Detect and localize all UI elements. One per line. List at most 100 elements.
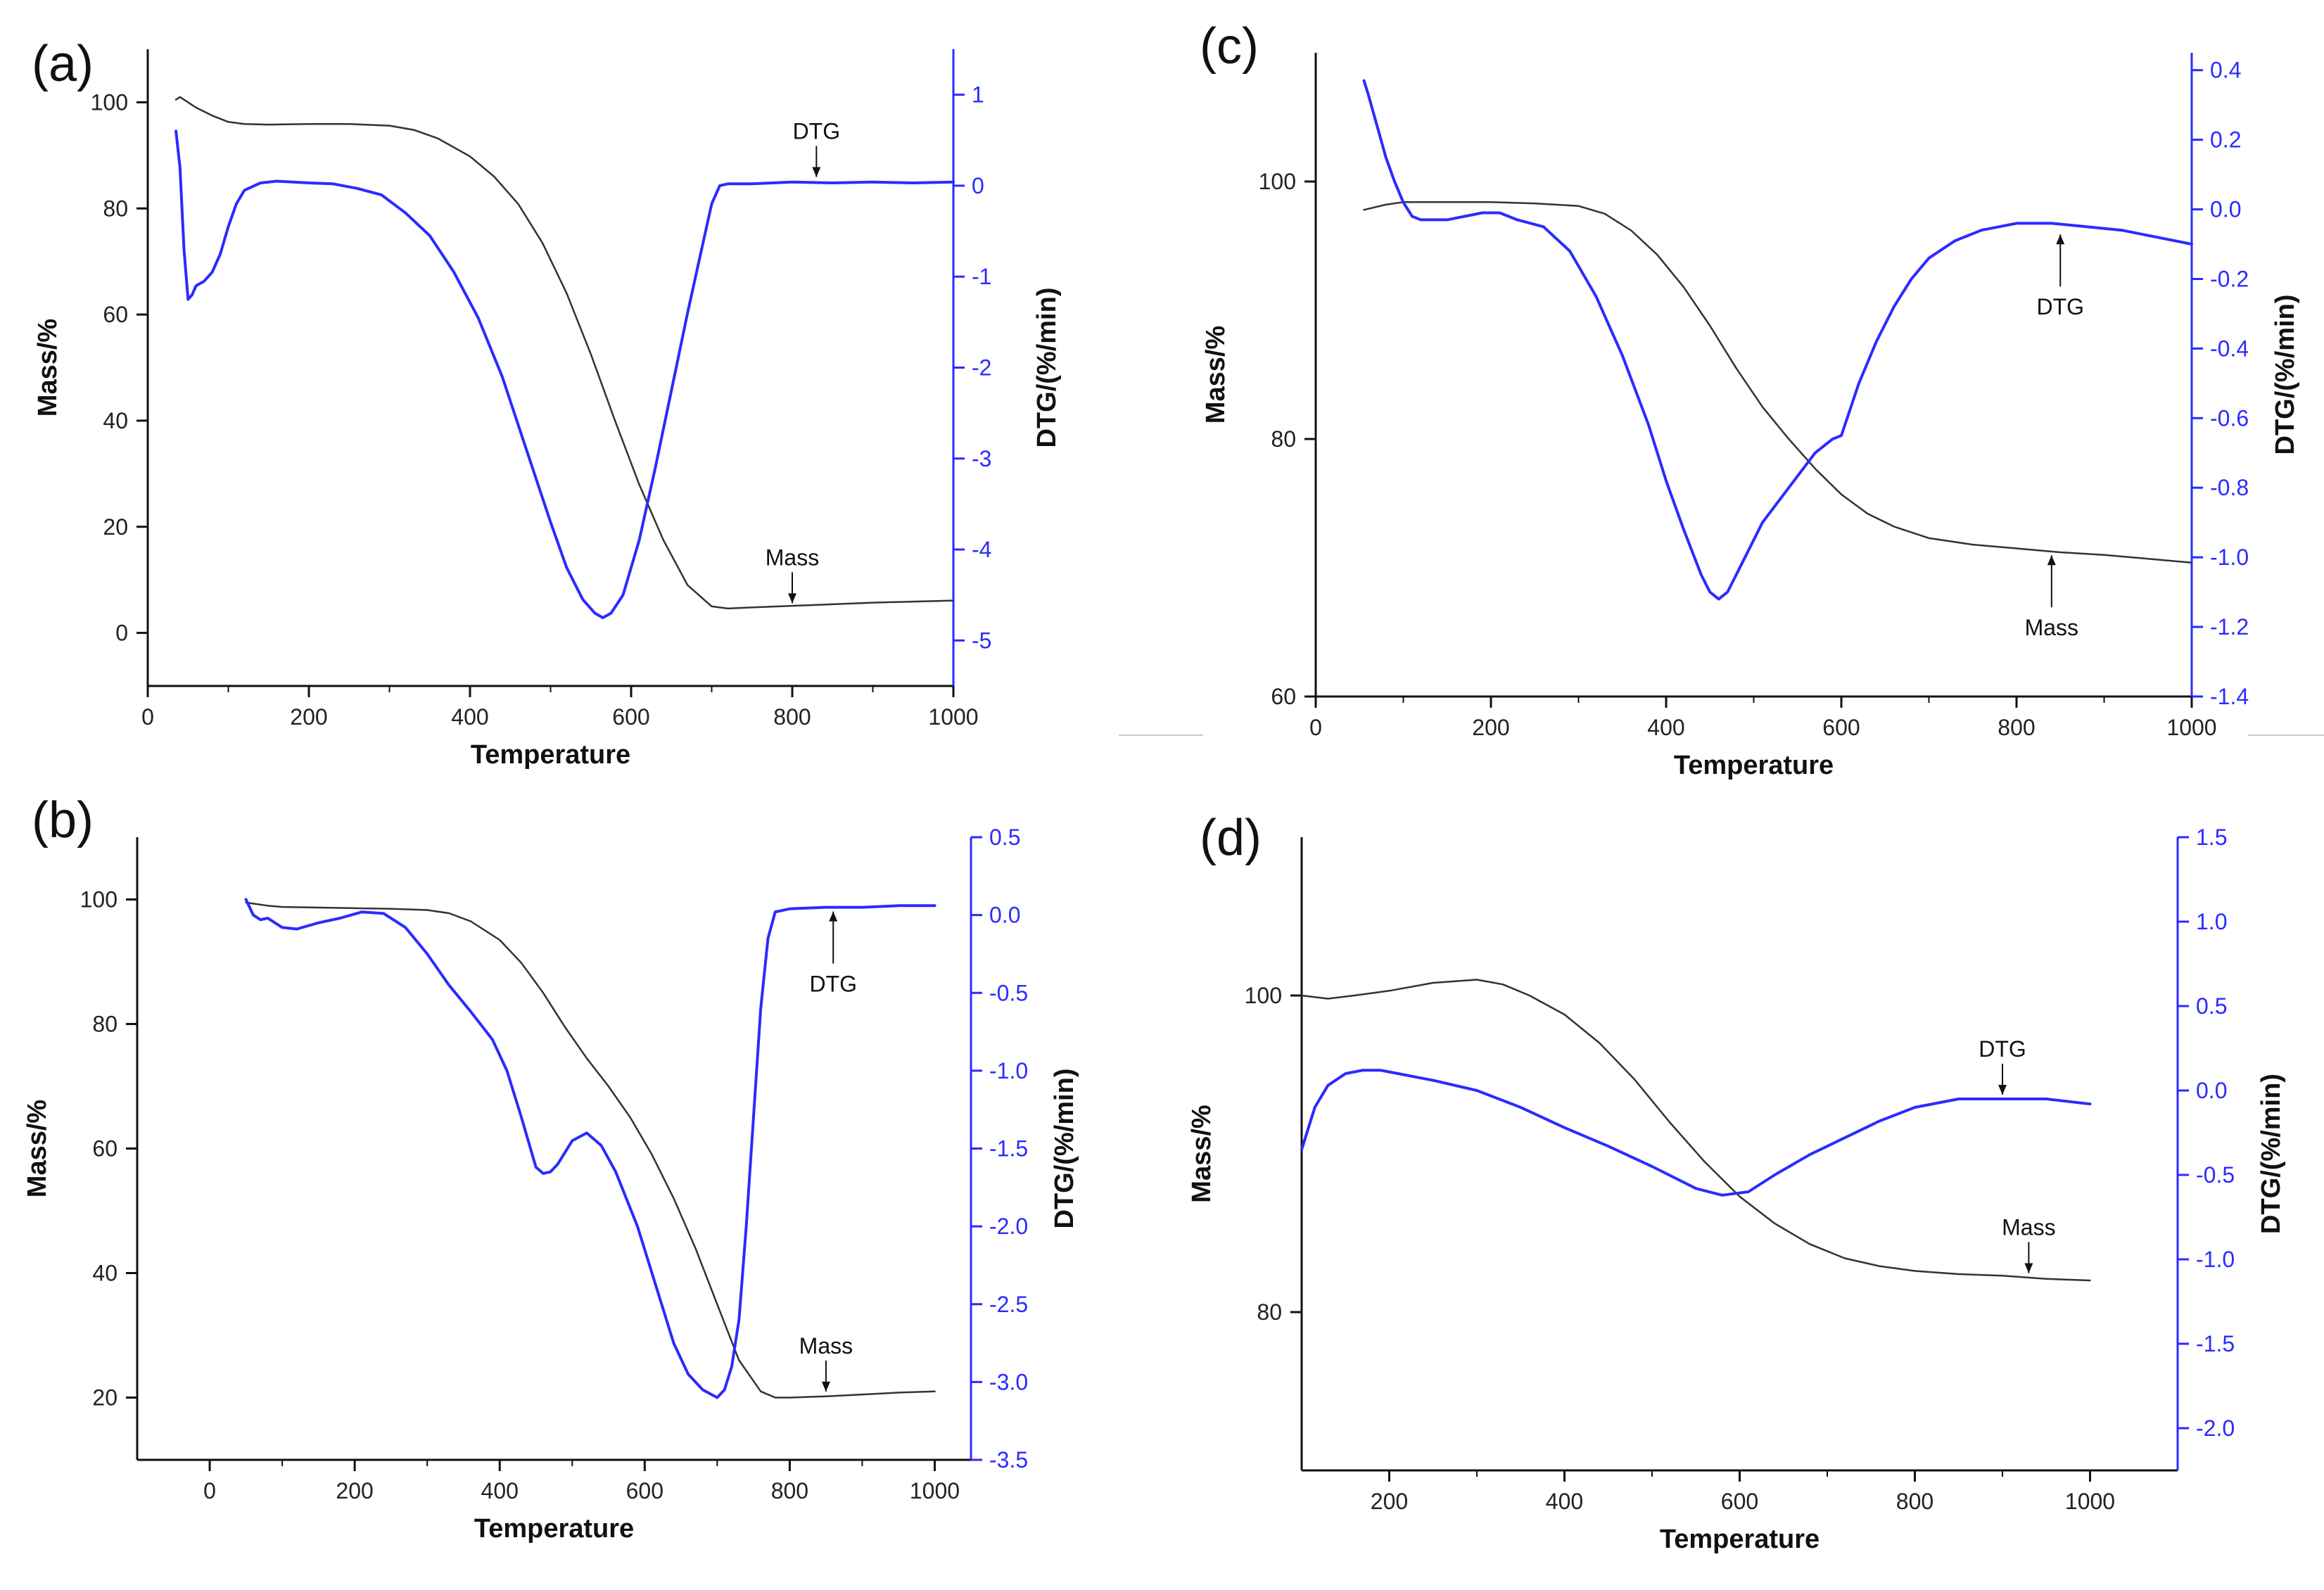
- annotation-arrow-head: [2024, 1263, 2033, 1273]
- x-tick-label: 400: [481, 1478, 519, 1503]
- x-axis-title: Temperature: [471, 740, 630, 770]
- x-tick-label: 600: [626, 1478, 663, 1503]
- x-tick-label: 200: [1472, 715, 1509, 740]
- y2-tick-label: -1.4: [2210, 684, 2249, 709]
- y2-tick-label: -1.0: [2196, 1247, 2235, 1272]
- x-tick-label: 1000: [2065, 1489, 2115, 1514]
- x-tick-label: 1000: [2166, 715, 2216, 740]
- y2-tick-label: -1.5: [989, 1136, 1028, 1162]
- y2-tick-label: 0.5: [2196, 993, 2227, 1019]
- y-tick-label: 20: [92, 1385, 118, 1411]
- x-tick-label: 1000: [928, 704, 978, 730]
- y-tick-label: 60: [1271, 684, 1296, 709]
- y2-axis-title: DTG/(%/min): [2271, 295, 2300, 455]
- y2-tick-label: -1.2: [2210, 614, 2249, 640]
- y2-tick-label: 0.2: [2210, 127, 2241, 153]
- y2-tick-label: 0.0: [989, 903, 1020, 928]
- panel-label: (b): [32, 792, 94, 848]
- x-tick-label: 800: [1998, 715, 2035, 740]
- dtg-series-line: [1362, 79, 2193, 601]
- mass-series-line: [1300, 979, 2091, 1282]
- x-tick-label: 200: [290, 704, 327, 730]
- y2-tick-label: -0.5: [989, 980, 1028, 1005]
- y-axis-title: Mass/%: [23, 1100, 52, 1197]
- y2-tick-label: -0.2: [2210, 266, 2249, 291]
- dtg-series-line: [174, 129, 955, 619]
- y2-tick-label: -1: [972, 264, 991, 289]
- y-tick-label: 100: [1245, 983, 1282, 1008]
- annotation-arrow-head: [2056, 234, 2065, 245]
- x-tick-label: 400: [1546, 1489, 1583, 1514]
- annotation-label: DTG: [793, 118, 841, 144]
- x-axis-title: Temperature: [474, 1514, 634, 1544]
- y-tick-label: 80: [1257, 1299, 1282, 1325]
- y2-tick-label: -3.0: [989, 1369, 1028, 1394]
- x-tick-label: 400: [1647, 715, 1684, 740]
- y2-tick-label: -3: [972, 446, 991, 471]
- y2-tick-label: -5: [972, 628, 991, 653]
- y-tick-label: 100: [91, 89, 128, 115]
- x-tick-label: 0: [1309, 715, 1322, 740]
- annotation-arrow-head: [821, 1381, 830, 1392]
- x-tick-label: 800: [773, 704, 811, 730]
- annotation-label: DTG: [1979, 1036, 2026, 1062]
- y2-tick-label: 1: [972, 82, 984, 108]
- x-tick-label: 200: [1371, 1489, 1408, 1514]
- panel-label: (a): [32, 36, 94, 92]
- y2-tick-label: -0.4: [2210, 336, 2249, 361]
- y2-tick-label: 0.4: [2210, 58, 2241, 83]
- mass-series-line: [1363, 201, 2193, 564]
- y-tick-label: 40: [103, 408, 128, 433]
- y2-axis-title: DTG/(%/min): [1050, 1069, 1079, 1229]
- y-tick-label: 0: [115, 621, 128, 646]
- y2-tick-label: -1.0: [2210, 545, 2249, 570]
- y2-tick-label: 0.5: [989, 825, 1020, 850]
- x-tick-label: 600: [1721, 1489, 1758, 1514]
- dtg-series-line: [1300, 1069, 2092, 1197]
- annotation-arrow-head: [829, 911, 838, 922]
- y2-tick-label: -3.5: [989, 1447, 1028, 1473]
- annotation-arrow-head: [1998, 1085, 2007, 1095]
- y2-tick-label: -1.5: [2196, 1331, 2235, 1356]
- y-tick-label: 60: [92, 1136, 118, 1162]
- y2-axis-title: DTG/(%/min): [1032, 288, 1062, 448]
- y2-tick-label: -0.5: [2196, 1162, 2235, 1188]
- y2-tick-label: -0.6: [2210, 405, 2249, 431]
- y2-tick-label: -2.5: [989, 1292, 1028, 1317]
- x-tick-label: 200: [336, 1478, 373, 1503]
- y2-axis-title: DTG/(%/min): [2256, 1074, 2286, 1234]
- annotation-label: Mass: [766, 545, 819, 570]
- y2-tick-label: -2.0: [2196, 1416, 2235, 1441]
- panel-label: (c): [1200, 18, 1259, 75]
- y-axis-title: Mass/%: [1187, 1105, 1217, 1202]
- y-tick-label: 20: [103, 514, 128, 540]
- panel-1: (a) 0 200 400 600 800 1000 0 20 40 60 80 100 -5 -4 -3 -2…: [32, 36, 1062, 770]
- y2-tick-label: 0.0: [2196, 1078, 2227, 1103]
- panel-3: (c) 0 200 400 600 800 1000 60 80 100 -1.4 -1.2 -1.0 -…: [1200, 18, 2300, 780]
- mass-series-line: [174, 96, 955, 610]
- y2-tick-label: 0: [972, 173, 984, 198]
- y-tick-label: 40: [92, 1261, 118, 1286]
- annotation-label: DTG: [2036, 294, 2084, 319]
- panel-2: (b) 0 200 400 600 800 1000 20 40 60 80 100 -3.5 -3.0 -…: [23, 792, 1079, 1544]
- panel-label: (d): [1200, 810, 1262, 866]
- mass-series-line: [245, 901, 936, 1399]
- annotation-arrow-head: [2047, 555, 2056, 566]
- x-axis-title: Temperature: [1674, 751, 1834, 780]
- annotation-arrow-head: [812, 167, 821, 177]
- x-tick-label: 0: [203, 1478, 216, 1503]
- y-tick-label: 100: [1259, 169, 1296, 194]
- annotation-label: Mass: [2002, 1215, 2055, 1240]
- x-tick-label: 1000: [910, 1478, 960, 1503]
- panel-4: (d) 200 400 600 800 1000 80 100 -2.0 -1.5 -1.0 -0.5…: [1187, 810, 2286, 1554]
- panels-group: (a)0 200 400 600 800 1000020406080100-5-4-3-2…: [23, 18, 2300, 1554]
- y2-tick-label: -1.0: [989, 1058, 1028, 1083]
- y2-tick-label: 1.5: [2196, 825, 2227, 850]
- y-tick-label: 100: [80, 887, 118, 912]
- y2-tick-label: -0.8: [2210, 475, 2249, 500]
- y2-tick-label: -2.0: [989, 1214, 1028, 1239]
- annotation-label: Mass: [2025, 615, 2078, 640]
- y-tick-label: 80: [92, 1012, 118, 1037]
- y2-tick-label: 0.0: [2210, 197, 2241, 222]
